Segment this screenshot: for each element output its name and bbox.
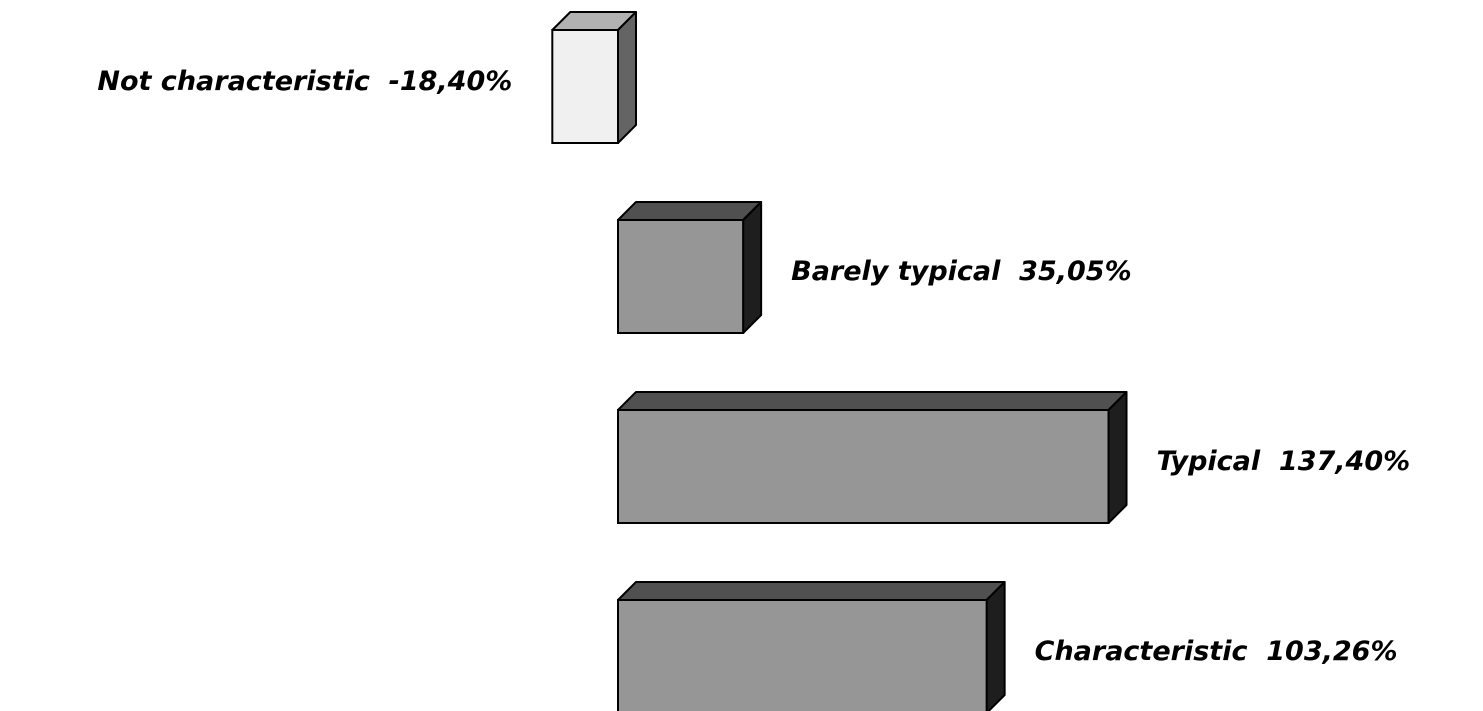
bar-top-face (617, 391, 1128, 411)
bar-label-not-characteristic: Not characteristic -18,40% (97, 66, 512, 97)
bars-layer (551, 11, 1128, 711)
bar-characteristic (617, 581, 1006, 711)
bar-top-face (617, 581, 1006, 601)
bar-side-face (985, 581, 1006, 711)
labels-layer: Not characteristic -18,40% Barely typical… (97, 66, 1410, 667)
bar-side-face (1107, 391, 1128, 524)
bar-typical (617, 391, 1128, 524)
bar-label-typical: Typical 137,40% (1157, 446, 1411, 477)
bar-label-characteristic: Characteristic 103,26% (1035, 636, 1398, 667)
bar-front-face (551, 29, 620, 144)
bar-front-face (617, 219, 745, 334)
bar-not-characteristic (551, 11, 637, 144)
bar-side-face (742, 201, 763, 334)
bar-top-face (617, 201, 763, 221)
bar-front-face (617, 409, 1110, 524)
bar-barely-typical (617, 201, 763, 334)
bar-front-face (617, 599, 988, 711)
bar-label-barely-typical: Barely typical 35,05% (791, 256, 1132, 287)
bar-side-face (617, 11, 637, 144)
